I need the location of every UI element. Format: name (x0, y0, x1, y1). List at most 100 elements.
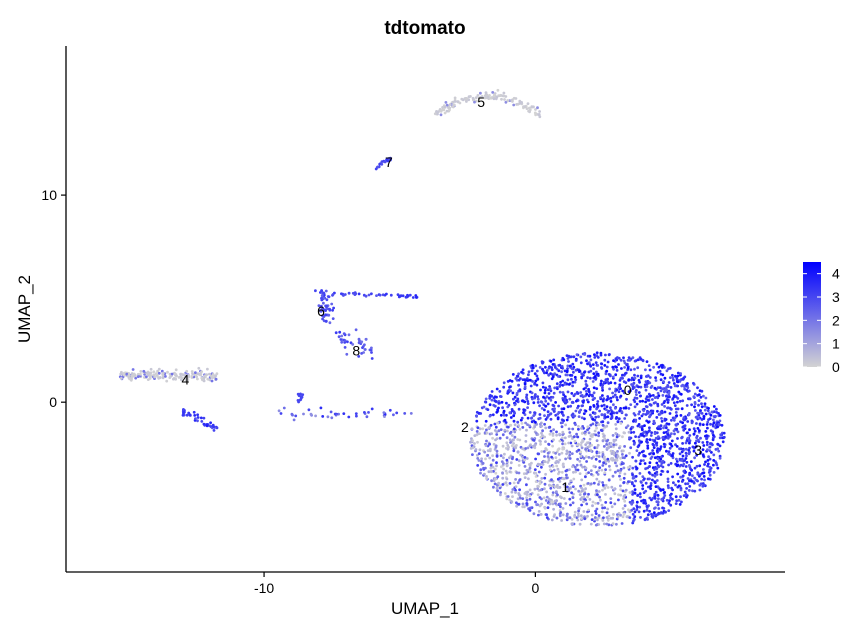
cell-point (476, 453, 479, 457)
cell-point (594, 433, 598, 437)
cell-point (558, 458, 562, 462)
cell-point (561, 442, 564, 446)
cell-point (546, 506, 550, 510)
cell-point (196, 377, 199, 381)
cell-point (656, 427, 660, 431)
cell-point (673, 416, 677, 420)
cell-point (614, 417, 618, 420)
cell-point (675, 499, 679, 503)
cell-point (493, 467, 497, 471)
cell-point (565, 476, 568, 480)
cell-point (474, 96, 478, 99)
cell-point (580, 427, 583, 430)
cell-point (515, 504, 519, 508)
cell-point (576, 443, 579, 447)
cell-point (582, 495, 586, 499)
cell-point (575, 391, 579, 394)
cell-point (622, 449, 625, 453)
cell-point (544, 472, 547, 476)
cell-point (547, 396, 551, 400)
cell-point (509, 416, 513, 419)
cell-point (560, 519, 563, 522)
cell-point (583, 517, 587, 521)
cell-point (698, 483, 702, 487)
cell-point (556, 483, 559, 487)
cell-point (549, 389, 553, 393)
cell-point (642, 409, 646, 412)
cell-point (524, 434, 528, 437)
cell-point (606, 380, 609, 384)
cell-point (650, 431, 653, 434)
cell-point (718, 436, 722, 440)
cell-point (617, 386, 621, 390)
cell-point (514, 478, 517, 481)
cell-point (678, 452, 682, 456)
cell-point (638, 380, 641, 384)
cell-point (139, 370, 143, 373)
cell-point (700, 418, 704, 421)
cell-point (518, 488, 521, 492)
cell-point (658, 369, 662, 373)
cell-point (636, 505, 639, 509)
cell-point (642, 430, 646, 434)
cell-point (641, 475, 645, 478)
cell-point (675, 427, 679, 431)
cell-point (555, 433, 558, 437)
cell-point (291, 413, 294, 417)
cell-point (330, 416, 334, 420)
cell-point (709, 413, 713, 417)
cell-point (522, 408, 526, 411)
cell-point (491, 454, 494, 458)
cell-point (591, 398, 595, 401)
cell-point (193, 414, 197, 417)
cell-point (694, 415, 698, 419)
cell-point (676, 472, 680, 476)
cell-point (540, 360, 544, 364)
cell-point (606, 457, 610, 461)
cell-point (585, 384, 589, 388)
cell-point (672, 418, 676, 422)
cell-point (510, 500, 513, 503)
cell-point (653, 421, 656, 425)
cell-point (566, 516, 570, 520)
cell-point (686, 436, 690, 440)
cell-point (582, 373, 585, 377)
cell-point (689, 467, 692, 471)
cell-point (590, 443, 593, 447)
cell-point (638, 505, 642, 509)
cell-point (536, 462, 540, 466)
cell-point (609, 445, 613, 448)
cell-point (659, 447, 662, 451)
cell-point (510, 490, 514, 494)
cell-point (535, 369, 539, 373)
cell-point (645, 433, 648, 437)
cell-point (629, 368, 633, 372)
cell-point (322, 301, 325, 305)
cell-point (588, 498, 592, 501)
cell-point (528, 497, 532, 501)
cell-point (562, 477, 566, 481)
cell-point (172, 377, 175, 381)
cell-point (458, 101, 462, 105)
cell-point (605, 424, 609, 428)
cell-point (545, 416, 549, 419)
cell-point (573, 465, 577, 469)
cell-point (192, 410, 196, 414)
cell-point (593, 412, 597, 415)
cell-point (388, 408, 392, 412)
cell-point (697, 403, 700, 407)
cell-point (632, 412, 636, 415)
cell-point (508, 385, 511, 389)
cell-point (637, 453, 640, 457)
cell-point (681, 454, 685, 458)
cell-point (584, 389, 588, 393)
cell-point (544, 426, 548, 430)
cell-point (443, 111, 447, 115)
cell-point (655, 479, 659, 482)
cell-point (558, 514, 562, 518)
cell-point (706, 448, 709, 451)
cell-point (453, 100, 457, 103)
cell-point (555, 516, 559, 520)
cell-point (722, 435, 726, 439)
cell-point (491, 413, 495, 417)
